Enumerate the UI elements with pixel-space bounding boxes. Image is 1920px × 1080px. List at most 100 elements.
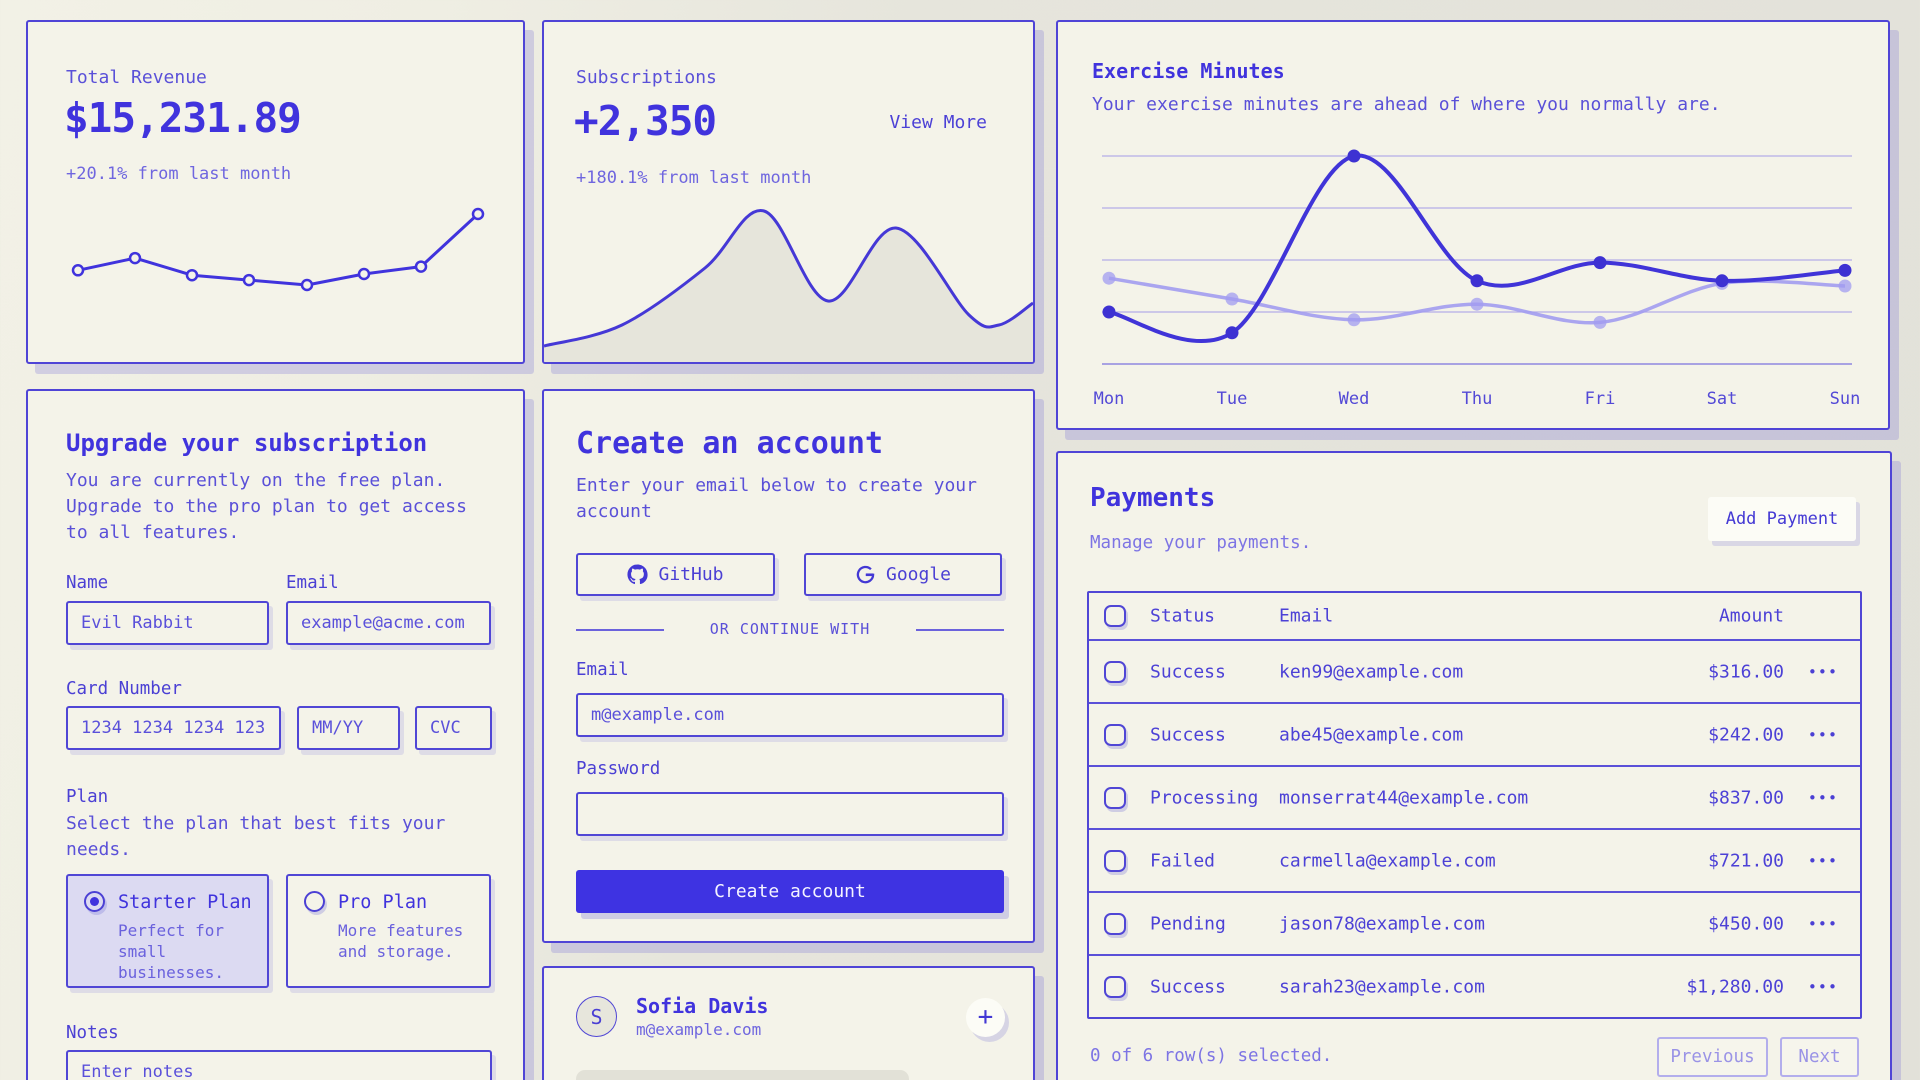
oauth-divider: OR CONTINUE WITH <box>576 619 1004 639</box>
pro-plan-desc: More features and storage. <box>338 921 464 961</box>
create-account-button[interactable]: Create account <box>576 870 1004 913</box>
upgrade-subscription-card: Upgrade your subscription You are curren… <box>26 389 525 1080</box>
row-amount: $721.00 <box>1708 850 1784 871</box>
upgrade-email-field[interactable] <box>286 601 491 645</box>
row-menu-icon[interactable]: ••• <box>1807 851 1838 870</box>
row-checkbox[interactable] <box>1104 975 1126 998</box>
github-button[interactable]: GitHub <box>576 553 775 596</box>
card-expiry-field[interactable] <box>297 706 400 750</box>
contact-email: m@example.com <box>636 1020 762 1039</box>
row-checkbox[interactable] <box>1104 723 1126 746</box>
payments-title: Payments <box>1090 483 1216 513</box>
card-number-field[interactable] <box>66 706 281 750</box>
google-button-label: Google <box>885 564 952 585</box>
previous-page-button[interactable]: Previous <box>1657 1037 1768 1077</box>
row-amount: $450.00 <box>1708 913 1784 934</box>
create-email-field[interactable] <box>576 693 1004 737</box>
starter-plan-desc: Perfect for small businesses. <box>118 921 224 982</box>
notes-label: Notes <box>66 1023 119 1043</box>
row-menu-icon[interactable]: ••• <box>1807 914 1838 933</box>
subscriptions-value: +2,350 <box>574 97 717 145</box>
starter-plan-option[interactable]: Starter Plan Perfect for small businesse… <box>66 874 269 988</box>
divider-line-right <box>916 629 1004 631</box>
pro-plan-option[interactable]: Pro Plan More features and storage. <box>286 874 491 988</box>
card-cvc-field[interactable] <box>415 706 492 750</box>
row-email: carmella@example.com <box>1279 850 1496 871</box>
row-email: jason78@example.com <box>1279 913 1485 934</box>
add-contact-button[interactable]: + <box>966 998 1005 1037</box>
plan-description: Select the plan that best fits your need… <box>66 813 446 860</box>
card-number-label: Card Number <box>66 679 182 699</box>
status-column-header: Status <box>1150 605 1216 627</box>
email-column-header: Email <box>1279 605 1334 627</box>
row-email: sarah23@example.com <box>1279 976 1485 997</box>
svg-text:Thu: Thu <box>1462 389 1493 409</box>
github-icon <box>627 564 649 585</box>
table-row[interactable]: Failed carmella@example.com $721.00 ••• <box>1089 828 1860 891</box>
plan-label: Plan <box>66 787 109 807</box>
row-status: Success <box>1150 724 1226 745</box>
row-menu-icon[interactable]: ••• <box>1807 662 1838 681</box>
contact-card: S Sofia Davis m@example.com + <box>542 966 1035 1080</box>
table-row[interactable]: Success sarah23@example.com $1,280.00 ••… <box>1089 954 1860 1017</box>
row-menu-icon[interactable]: ••• <box>1807 725 1838 744</box>
create-email-label: Email <box>576 660 629 680</box>
row-menu-icon[interactable]: ••• <box>1807 788 1838 807</box>
name-label: Name <box>66 573 109 593</box>
payments-card: Payments Manage your payments. Add Payme… <box>1056 451 1892 1080</box>
view-more-button[interactable]: View More <box>889 112 987 133</box>
svg-text:Tue: Tue <box>1217 389 1248 409</box>
row-email: ken99@example.com <box>1279 661 1464 682</box>
row-status: Processing <box>1150 787 1259 808</box>
payments-table-header: Status Email Amount <box>1089 593 1860 639</box>
revenue-value: $15,231.89 <box>64 94 302 142</box>
row-status: Failed <box>1150 850 1216 871</box>
row-checkbox[interactable] <box>1104 786 1126 809</box>
row-status: Success <box>1150 976 1226 997</box>
svg-text:Mon: Mon <box>1094 389 1125 409</box>
table-row[interactable]: Success abe45@example.com $242.00 ••• <box>1089 702 1860 765</box>
row-email: monserrat44@example.com <box>1279 787 1529 808</box>
divider-line-left <box>576 629 664 631</box>
table-row[interactable]: Success ken99@example.com $316.00 ••• <box>1089 639 1860 702</box>
pro-plan-name: Pro Plan <box>338 892 428 913</box>
notes-field[interactable] <box>66 1050 492 1080</box>
starter-plan-radio[interactable] <box>84 891 105 912</box>
svg-text:Wed: Wed <box>1339 389 1370 409</box>
chat-message-bubble <box>576 1070 909 1080</box>
row-checkbox[interactable] <box>1104 912 1126 935</box>
table-row[interactable]: Processing monserrat44@example.com $837.… <box>1089 765 1860 828</box>
revenue-sparkline-chart <box>71 207 485 292</box>
table-row[interactable]: Pending jason78@example.com $450.00 ••• <box>1089 891 1860 954</box>
add-payment-button[interactable]: Add Payment <box>1708 497 1856 541</box>
name-field[interactable] <box>66 601 269 645</box>
row-checkbox[interactable] <box>1104 849 1126 872</box>
row-amount: $242.00 <box>1708 724 1784 745</box>
svg-text:Fri: Fri <box>1585 389 1616 409</box>
password-field[interactable] <box>576 792 1004 836</box>
payments-subtitle: Manage your payments. <box>1090 533 1312 553</box>
subscriptions-card-title: Subscriptions <box>576 67 717 88</box>
revenue-card-title: Total Revenue <box>66 67 207 88</box>
exercise-card-title: Exercise Minutes <box>1092 59 1285 83</box>
payments-table: Status Email Amount Success ken99@exampl… <box>1087 591 1862 1019</box>
pro-plan-radio[interactable] <box>304 891 325 912</box>
google-icon <box>855 564 876 585</box>
amount-column-header: Amount <box>1718 605 1784 627</box>
create-account-title: Create an account <box>576 426 884 461</box>
exercise-minutes-card: Exercise Minutes Your exercise minutes a… <box>1056 20 1890 430</box>
github-button-label: GitHub <box>658 564 724 585</box>
divider-label: OR CONTINUE WITH <box>709 620 871 638</box>
subscriptions-area-chart <box>544 209 1033 362</box>
subscriptions-card: Subscriptions +2,350 +180.1% from last m… <box>542 20 1035 364</box>
select-all-checkbox[interactable] <box>1104 605 1126 627</box>
row-amount: $837.00 <box>1708 787 1784 808</box>
upgrade-title: Upgrade your subscription <box>66 429 428 457</box>
google-button[interactable]: Google <box>804 553 1002 596</box>
row-amount: $316.00 <box>1708 661 1784 682</box>
next-page-button[interactable]: Next <box>1780 1037 1859 1077</box>
contact-name: Sofia Davis <box>636 994 769 1018</box>
row-checkbox[interactable] <box>1104 660 1126 683</box>
row-menu-icon[interactable]: ••• <box>1807 977 1838 996</box>
